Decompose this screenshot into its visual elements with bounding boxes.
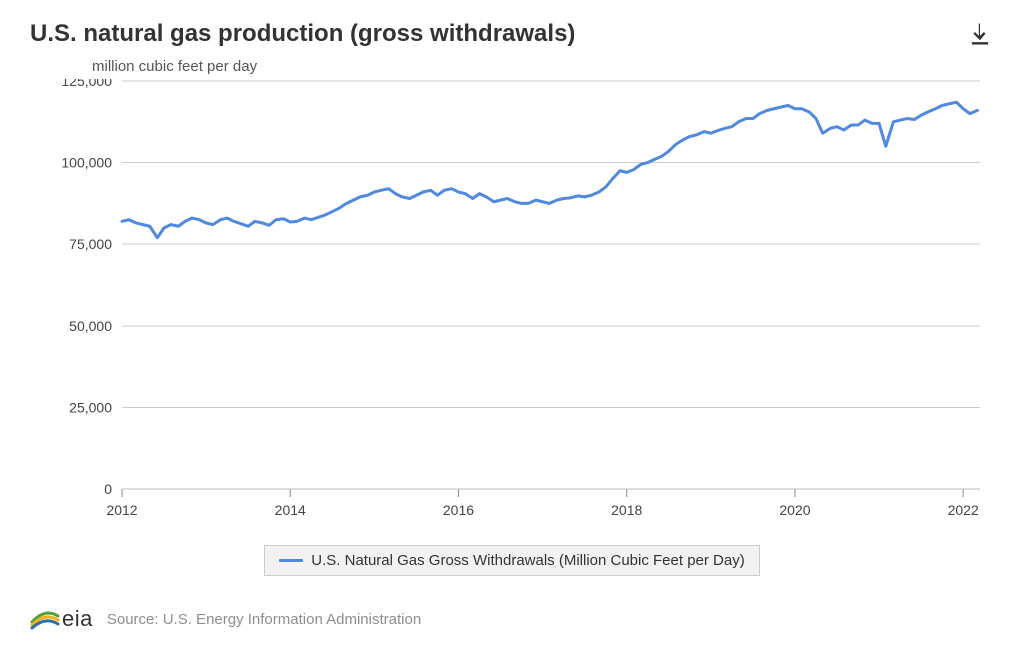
chart-title: U.S. natural gas production (gross withd… [30, 20, 575, 48]
source-text: Source: U.S. Energy Information Administ… [107, 611, 421, 628]
svg-text:2012: 2012 [106, 502, 137, 518]
svg-text:2020: 2020 [779, 502, 810, 518]
eia-logo-mark [30, 606, 60, 632]
chart-container: U.S. natural gas production (gross withd… [0, 0, 1024, 650]
svg-text:2014: 2014 [275, 502, 306, 518]
header-row: U.S. natural gas production (gross withd… [30, 20, 994, 56]
legend[interactable]: U.S. Natural Gas Gross Withdrawals (Mill… [264, 545, 759, 576]
eia-logo: eia [30, 606, 93, 632]
legend-swatch [279, 559, 303, 562]
chart-plot-area: 0 25,000 50,000 75,000 100,000 125,000 2012 201… [30, 79, 994, 539]
svg-text:2016: 2016 [443, 502, 474, 518]
svg-text:0: 0 [104, 481, 112, 497]
svg-text:50,000: 50,000 [69, 318, 112, 334]
svg-text:25,000: 25,000 [69, 399, 112, 415]
svg-text:75,000: 75,000 [69, 236, 112, 252]
eia-logo-text: eia [62, 606, 93, 632]
svg-text:125,000: 125,000 [61, 79, 112, 89]
svg-text:100,000: 100,000 [61, 155, 112, 171]
svg-text:2018: 2018 [611, 502, 642, 518]
legend-label: U.S. Natural Gas Gross Withdrawals (Mill… [311, 552, 744, 569]
download-icon [966, 20, 994, 48]
svg-text:2022: 2022 [948, 502, 979, 518]
chart-svg: 0 25,000 50,000 75,000 100,000 125,000 2012 201… [30, 79, 994, 539]
download-button[interactable] [966, 20, 994, 48]
footer: eia Source: U.S. Energy Information Admi… [30, 606, 421, 632]
chart-subtitle: million cubic feet per day [92, 58, 994, 75]
